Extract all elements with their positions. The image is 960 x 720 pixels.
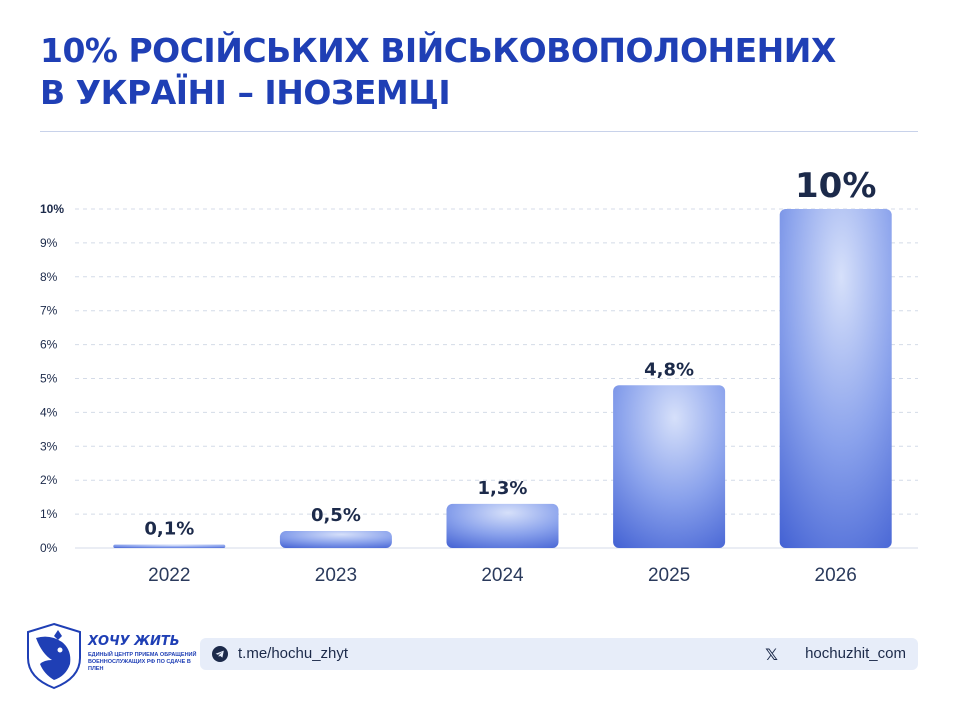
y-tick-label: 4% [40, 405, 58, 419]
data-label: 10% [795, 166, 876, 206]
data-label: 0,5% [311, 505, 361, 526]
data-label: 1,3% [478, 478, 528, 499]
x-tick-label: 2022 [148, 565, 190, 586]
bar [113, 544, 226, 548]
y-tick-label: 9% [40, 236, 58, 250]
x-tick-label: 2023 [315, 565, 357, 586]
logo-name: ХОЧУ ЖИТЬ [88, 634, 180, 649]
bar-chart: 0% 1% 2% 3% 4% 5% 6% 7% 8% 9% 10% 0,1% 2022 0,5% 2023 1… [40, 166, 918, 586]
y-tick-label: 8% [40, 270, 58, 284]
x-tick-label: 2024 [481, 565, 524, 586]
x-icon: 𝕏 [765, 647, 778, 664]
bar [613, 385, 726, 548]
y-tick-label: 3% [40, 439, 58, 453]
y-tick-label: 10% [40, 202, 64, 216]
bar [279, 531, 392, 548]
telegram-icon [212, 646, 228, 662]
data-label: 0,1% [144, 519, 194, 540]
x-handle-link[interactable]: hochuzhit_com [805, 645, 906, 662]
page-title: 10% РОСІЙСЬКИХ ВІЙСЬКОВОПОЛОНЕНИХ В УКРА… [40, 30, 920, 114]
y-tick-label: 1% [40, 507, 58, 521]
bar [779, 209, 892, 548]
logo-subtitle: ЕДИНЫЙ ЦЕНТР ПРИЕМА ОБРАЩЕНИЙ ВОЕННОСЛУЖ… [88, 652, 197, 672]
title-divider [40, 131, 918, 132]
y-tick-label: 0% [40, 541, 58, 555]
x-tick-label: 2025 [648, 565, 690, 586]
logo: ХОЧУ ЖИТЬ ЕДИНЫЙ ЦЕНТР ПРИЕМА ОБРАЩЕНИЙ … [22, 620, 196, 700]
telegram-link[interactable]: t.me/hochu_zhyt [238, 645, 349, 662]
y-tick-label: 5% [40, 372, 58, 386]
owl-emblem-icon [27, 622, 81, 690]
y-tick-label: 7% [40, 304, 58, 318]
y-tick-label: 6% [40, 338, 58, 352]
y-tick-label: 2% [40, 473, 58, 487]
x-tick-label: 2026 [815, 565, 857, 586]
data-label: 4,8% [644, 359, 694, 380]
title-line-1: 10% РОСІЙСЬКИХ ВІЙСЬКОВОПОЛОНЕНИХ [40, 31, 836, 70]
footer-links-bar: t.me/hochu_zhyt 𝕏 hochuzhit_com [200, 638, 918, 670]
title-line-2: В УКРАЇНІ – ІНОЗЕМЦІ [40, 73, 451, 112]
bar [446, 503, 559, 548]
